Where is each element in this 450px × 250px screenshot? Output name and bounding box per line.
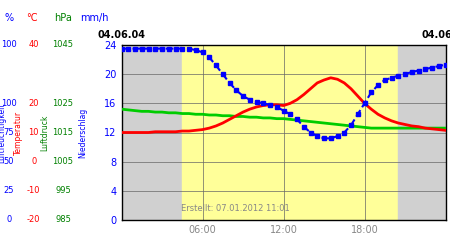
- Text: °C: °C: [26, 13, 37, 23]
- Text: Erstellt: 07.01.2012 11:01: Erstellt: 07.01.2012 11:01: [180, 204, 289, 213]
- Text: hPa: hPa: [54, 13, 72, 23]
- Text: Temperatur: Temperatur: [14, 110, 23, 154]
- Text: 25: 25: [4, 186, 14, 195]
- Text: 995: 995: [55, 186, 71, 195]
- Text: Niederschlag: Niederschlag: [79, 108, 88, 158]
- Text: %: %: [4, 13, 13, 23]
- Text: 1015: 1015: [53, 128, 73, 137]
- Bar: [122, 45, 182, 220]
- Text: 1045: 1045: [53, 40, 73, 50]
- Text: 100: 100: [1, 99, 17, 108]
- Text: 100: 100: [1, 40, 17, 50]
- Text: -20: -20: [27, 216, 40, 224]
- Text: -10: -10: [27, 186, 40, 195]
- Text: 10: 10: [28, 128, 39, 137]
- Text: 75: 75: [4, 128, 14, 137]
- Text: 50: 50: [4, 157, 14, 166]
- Text: 985: 985: [55, 216, 71, 224]
- Bar: [182, 45, 398, 220]
- Text: 20: 20: [28, 99, 39, 108]
- Text: mm/h: mm/h: [80, 13, 109, 23]
- Text: 1025: 1025: [53, 99, 73, 108]
- Text: 0: 0: [31, 157, 36, 166]
- Bar: [398, 45, 446, 220]
- Text: 0: 0: [6, 216, 12, 224]
- Text: Luftfeuchtigkeit: Luftfeuchtigkeit: [0, 102, 7, 163]
- Text: 40: 40: [28, 40, 39, 50]
- Text: 1005: 1005: [53, 157, 73, 166]
- Text: Luftdruck: Luftdruck: [40, 114, 50, 151]
